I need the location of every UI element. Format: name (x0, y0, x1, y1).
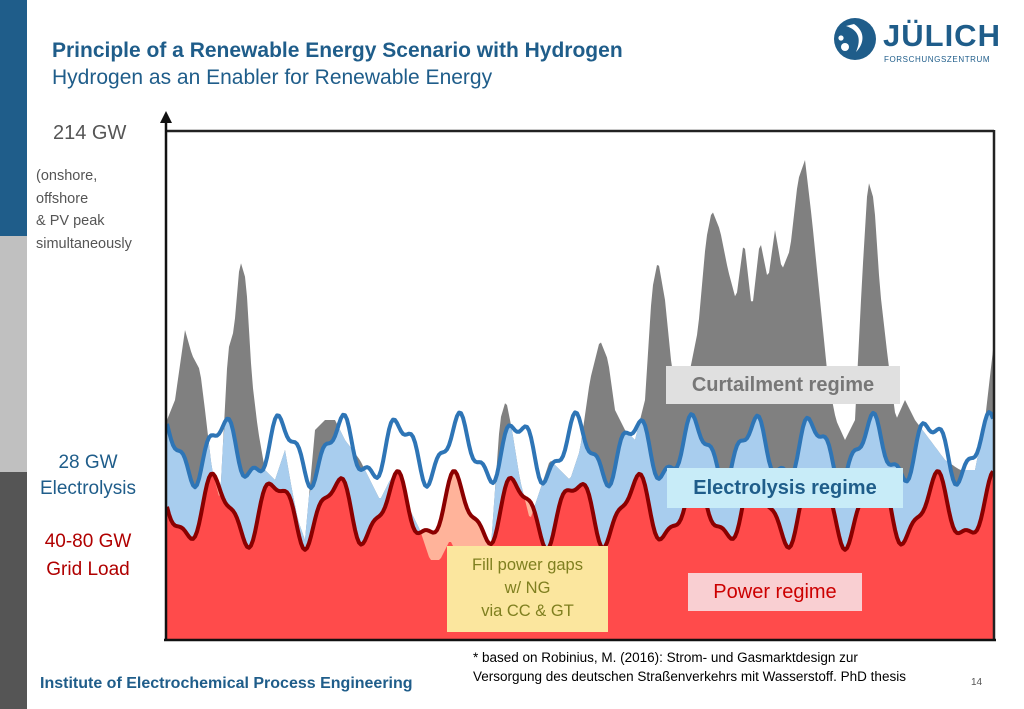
sidebar-segment-dark (0, 472, 27, 709)
peak-note-line: & PV peak (36, 213, 105, 229)
sidebar-segment-grey (0, 236, 27, 472)
juelich-swirl-icon (834, 18, 876, 60)
electrolysis-capacity-value: 28 GW (58, 452, 118, 473)
footnote-line: Versorgung des deutschen Straßenverkehrs… (473, 669, 906, 684)
logo-subtitle: FORSCHUNGSZENTRUM (884, 55, 991, 64)
grid-load-label: 40-80 GW Grid Load (20, 528, 156, 584)
sidebar-stripe (0, 0, 27, 709)
power-regime-label: Power regime (688, 573, 862, 611)
grid-load-line (165, 468, 995, 552)
electrolysis-capacity-name: Electrolysis (39, 478, 137, 499)
electrolysis-capacity-label: 28 GW Electrolysis (20, 450, 156, 502)
grid-load-value: 40-80 GW (44, 531, 132, 552)
y-axis-arrow-icon (160, 111, 172, 123)
y-top-label: 214 GW (53, 122, 127, 144)
fill-line: via CC & GT (481, 602, 574, 620)
page-number: 14 (971, 677, 983, 688)
peak-note-line: (onshore, (36, 168, 98, 184)
juelich-logo: JÜLICH FORSCHUNGSZENTRUM (832, 16, 1000, 68)
sidebar-segment-blue (0, 0, 27, 236)
electrolysis-load-line (165, 410, 995, 490)
logo-name: JÜLICH (883, 18, 1001, 53)
peak-note-line: offshore (36, 190, 89, 207)
curtailment-regime-label: Curtailment regime (666, 366, 900, 404)
page-subtitle: Hydrogen as an Enabler for Renewable Ene… (52, 66, 493, 89)
peak-note-line: simultaneously (36, 235, 132, 252)
fill-line: Fill power gaps (472, 556, 583, 574)
title-block: Principle of a Renewable Energy Scenario… (52, 38, 623, 91)
footnote: * based on Robinius, M. (2016): Strom- u… (473, 648, 906, 686)
peak-note: (onshore, offshore & PV peak simultaneou… (36, 165, 132, 255)
page-title: Principle of a Renewable Energy Scenario… (52, 39, 623, 62)
fill-line: w/ NG (504, 579, 551, 597)
footer-institute: Institute of Electrochemical Process Eng… (40, 675, 413, 692)
grid-load-name: Grid Load (46, 559, 130, 580)
fill-power-gaps-label: Fill power gaps w/ NG via CC & GT (447, 546, 608, 632)
electrolysis-regime-label: Electrolysis regime (667, 468, 903, 508)
footnote-line: * based on Robinius, M. (2016): Strom- u… (473, 650, 858, 665)
